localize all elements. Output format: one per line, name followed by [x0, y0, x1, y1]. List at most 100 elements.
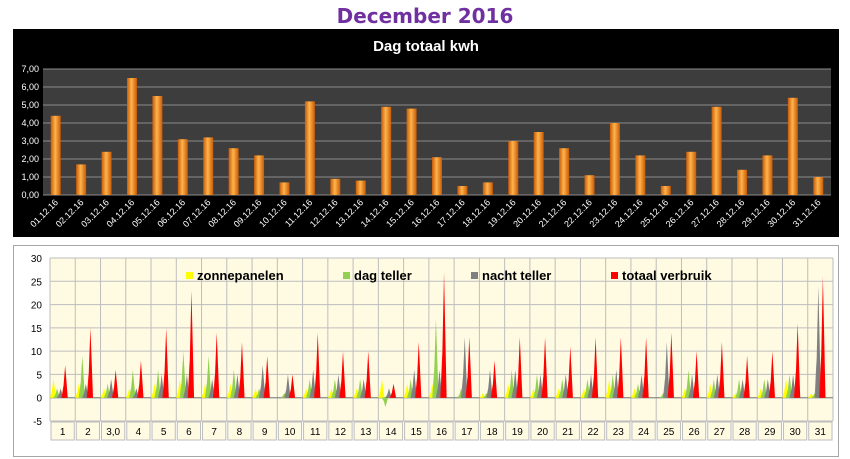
y-tick-label: 6,00 — [21, 82, 39, 92]
spike — [258, 386, 263, 398]
spike — [457, 394, 462, 398]
spike — [738, 391, 743, 398]
spike — [667, 374, 672, 398]
x-category-box — [404, 421, 429, 441]
spike — [309, 387, 314, 398]
spike — [230, 387, 235, 398]
x-tick-label: 13 — [360, 427, 372, 438]
bar — [126, 78, 137, 195]
bar — [228, 148, 239, 195]
spike — [233, 389, 238, 398]
bar — [813, 177, 824, 195]
spike — [284, 389, 289, 398]
spike — [490, 384, 495, 398]
legend-swatch — [611, 272, 618, 279]
spike — [807, 396, 812, 398]
legend-label: dag teller — [354, 268, 412, 283]
spike — [688, 389, 693, 398]
spike — [428, 392, 433, 398]
spike — [684, 387, 689, 398]
x-category-box — [454, 421, 479, 441]
spike — [61, 386, 66, 398]
x-tick-label: 6 — [186, 427, 192, 438]
spike — [819, 355, 824, 398]
spike — [313, 374, 318, 398]
spike — [482, 396, 487, 398]
legend-swatch — [343, 272, 350, 279]
spike — [562, 389, 567, 398]
spike — [529, 394, 534, 398]
bar — [152, 96, 163, 195]
series-totaal-verbruik — [61, 271, 826, 398]
x-category-box — [303, 421, 328, 441]
bar — [279, 182, 290, 195]
x-tick-label: 28 — [739, 427, 751, 438]
spike — [280, 396, 285, 398]
x-category-box — [277, 421, 303, 441]
x-tick-label: 29 — [764, 427, 776, 438]
spike — [414, 378, 419, 398]
x-category-box — [782, 421, 808, 441]
x-category-box — [555, 421, 580, 441]
x-tick-label: 31.12.16 — [791, 197, 823, 229]
x-tick-label: 11 — [310, 427, 321, 438]
spike — [157, 389, 162, 398]
x-category-box — [479, 421, 505, 441]
spike — [663, 378, 668, 398]
x-tick-label: 5 — [161, 427, 167, 438]
spike — [558, 391, 563, 398]
spike — [410, 387, 415, 398]
bar — [101, 151, 112, 195]
bar — [737, 169, 748, 195]
bar — [76, 164, 87, 195]
x-tick-label: 1 — [60, 427, 66, 438]
bar — [762, 155, 773, 195]
bar — [355, 180, 366, 195]
x-tick-label: 30 — [790, 427, 802, 438]
x-category-box — [151, 421, 176, 441]
y-tick-label: -5 — [33, 417, 42, 428]
y-tick-label: 15 — [31, 324, 43, 335]
x-category-box — [707, 421, 732, 441]
spike — [359, 391, 364, 398]
spike — [617, 376, 622, 398]
bar — [508, 141, 519, 195]
spike — [642, 376, 647, 398]
bar — [406, 108, 417, 195]
legend-label: zonnepanelen — [197, 268, 284, 283]
spike — [111, 387, 116, 398]
spike — [132, 394, 137, 398]
x-category-box — [101, 421, 126, 441]
y-tick-label: 20 — [31, 301, 43, 312]
spike — [768, 381, 773, 398]
x-category-box — [252, 421, 277, 441]
spike — [100, 394, 105, 398]
spike — [536, 389, 541, 398]
x-category-box — [176, 421, 202, 441]
spike — [305, 391, 310, 398]
x-category-box — [530, 421, 555, 441]
bar — [203, 137, 214, 195]
x-tick-label: 20 — [537, 427, 549, 438]
spike — [53, 394, 58, 398]
x-category-box — [580, 421, 606, 441]
x-tick-label: 2 — [85, 427, 91, 438]
x-tick-label: 10.12.16 — [257, 197, 289, 229]
spike — [713, 389, 718, 398]
spike — [162, 373, 167, 398]
x-category-box — [75, 421, 101, 441]
spike — [764, 391, 769, 398]
spike — [486, 387, 491, 398]
spike — [811, 396, 816, 398]
spike — [634, 392, 639, 398]
bar — [254, 155, 265, 195]
spike — [255, 394, 260, 398]
x-tick-label: 27 — [714, 427, 726, 438]
bar — [304, 101, 315, 195]
bar — [609, 123, 620, 195]
spike — [103, 392, 108, 398]
spike — [580, 394, 585, 398]
spike — [504, 392, 509, 398]
spike — [129, 387, 134, 398]
spike — [49, 391, 54, 398]
